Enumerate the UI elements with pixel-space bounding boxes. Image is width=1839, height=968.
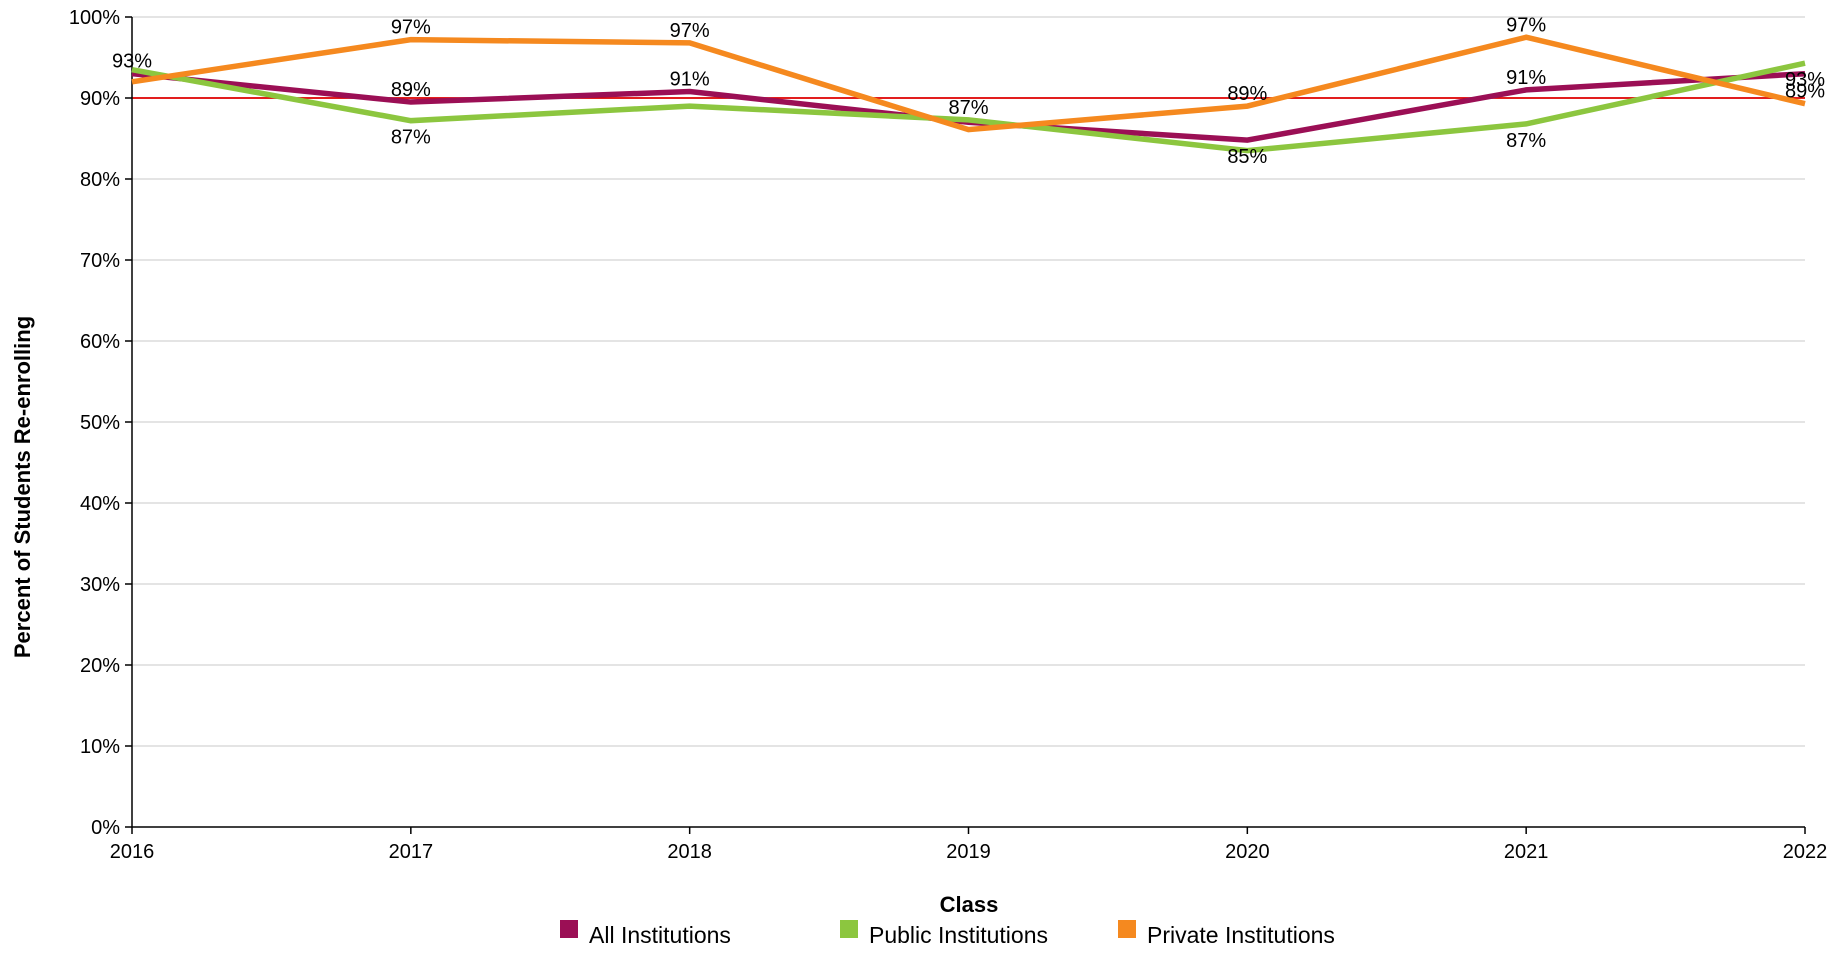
series-line-private-institutions (131, 34, 1806, 133)
data-label: 89% (1785, 81, 1825, 103)
data-label: 97% (391, 17, 431, 39)
data-labels: 93%97%89%87%97%91%87%89%85%97%91%87%93%8… (112, 14, 1825, 168)
x-tick-label: 2019 (946, 841, 991, 863)
legend-swatch (560, 920, 578, 938)
y-tick-label: 80% (80, 169, 120, 191)
x-tick-label: 2017 (389, 841, 434, 863)
y-tick-label: 20% (80, 655, 120, 677)
x-tick-label: 2016 (110, 841, 155, 863)
data-label: 91% (1506, 67, 1546, 89)
y-tick-label: 90% (80, 88, 120, 110)
y-tick-label: 40% (80, 493, 120, 515)
data-label: 93% (112, 51, 152, 73)
data-label: 89% (1227, 83, 1267, 105)
grid-lines (132, 16, 1805, 747)
y-tick-label: 70% (80, 250, 120, 272)
y-tick-label: 10% (80, 736, 120, 758)
x-tick-label: 2022 (1783, 841, 1828, 863)
y-tick-label: 100% (69, 7, 120, 29)
x-tick-label: 2020 (1225, 841, 1270, 863)
x-tick-label: 2021 (1504, 841, 1549, 863)
legend-label: All Institutions (589, 922, 731, 948)
axes: 0% 10% 20% 30% 40% 50% 60% 70% 80% 90% 100% 2016 201… (69, 7, 1827, 863)
data-label: 87% (948, 97, 988, 119)
y-axis-title: Percent of Students Re-enrolling (10, 316, 35, 658)
series-lines (131, 34, 1806, 154)
data-label: 97% (1506, 14, 1546, 36)
data-label: 87% (391, 127, 431, 149)
y-tick-label: 30% (80, 574, 120, 596)
data-label: 85% (1227, 146, 1267, 168)
x-tick-label: 2018 (667, 841, 712, 863)
data-label: 87% (1506, 130, 1546, 152)
y-tick-label: 50% (80, 412, 120, 434)
series-line-public-institutions (131, 60, 1806, 154)
y-tick-label: 60% (80, 331, 120, 353)
legend-label: Public Institutions (869, 922, 1048, 948)
data-label: 91% (670, 69, 710, 91)
y-tick-label: 0% (91, 817, 120, 839)
legend: All Institutions Public Institutions Priva… (560, 920, 1335, 948)
data-label: 93% (1785, 69, 1825, 91)
legend-swatch (840, 920, 858, 938)
legend-label: Private Institutions (1147, 922, 1335, 948)
data-label: 97% (670, 20, 710, 42)
legend-swatch (1118, 920, 1136, 938)
data-label: 89% (391, 79, 431, 101)
x-axis-title: Class (940, 892, 999, 917)
